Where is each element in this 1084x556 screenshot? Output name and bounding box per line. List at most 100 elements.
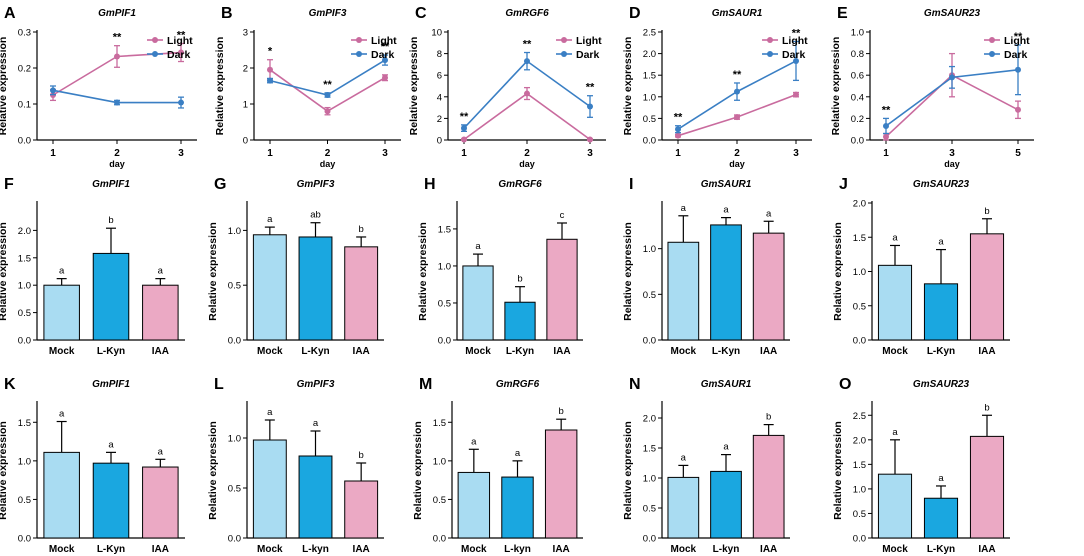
x-axis-label: day — [320, 159, 336, 169]
bar-iaa — [544, 429, 578, 539]
bar-l-kyn — [923, 283, 959, 341]
bar-iaa — [142, 466, 179, 539]
x-tick-label: L-kyn — [302, 544, 329, 555]
significance-label: a — [313, 418, 319, 429]
y-tick-label: 0.5 — [643, 114, 656, 125]
bar-l-kyn — [923, 497, 959, 539]
y-tick-label: 1.0 — [18, 281, 31, 292]
significance-label: b — [359, 224, 364, 235]
series-line-light — [463, 92, 591, 141]
bar-mock — [252, 234, 287, 341]
data-point-light — [114, 53, 120, 60]
legend-entry-light: Light — [576, 35, 602, 47]
chart-title: GmPIF3 — [297, 379, 335, 390]
y-tick-label: 0.0 — [433, 534, 446, 545]
y-tick-label: 0.6 — [851, 71, 864, 82]
x-tick-label: 1 — [461, 148, 467, 159]
data-point-light — [524, 90, 530, 97]
x-tick-label: L-Kyn — [97, 346, 125, 357]
bar-iaa — [344, 480, 379, 539]
chart-title: GmPIF1 — [92, 179, 130, 190]
x-axis-label: day — [109, 159, 125, 169]
data-point-light — [675, 132, 681, 139]
y-tick-label: 1.0 — [643, 244, 656, 255]
y-tick-label: 1 — [243, 100, 248, 111]
y-tick-label: 0.5 — [433, 495, 446, 506]
y-tick-label: 0.0 — [438, 336, 451, 347]
data-point-dark — [1015, 66, 1021, 73]
legend-marker — [767, 37, 773, 43]
x-tick-label: L-Kyn — [97, 544, 125, 555]
chart-title: GmPIF3 — [309, 8, 347, 19]
data-point-dark — [883, 122, 889, 129]
bar-mock — [877, 264, 913, 341]
data-point-dark — [524, 58, 530, 65]
bar-mock — [667, 241, 700, 341]
y-tick-label: 0.5 — [853, 509, 866, 520]
significance-label: ** — [882, 104, 891, 116]
panel-letter: M — [419, 376, 432, 393]
legend-entry-dark: Dark — [167, 49, 191, 61]
bar-mock — [43, 284, 80, 341]
panel-letter: D — [629, 5, 641, 22]
significance-label: b — [359, 450, 364, 461]
data-point-light — [461, 136, 467, 143]
panel-letter: I — [629, 176, 633, 193]
x-tick-label: 3 — [587, 148, 593, 159]
chart-title: GmPIF1 — [92, 379, 130, 390]
legend-entry-light: Light — [782, 35, 808, 47]
significance-label: a — [515, 448, 521, 459]
panel-letter: K — [4, 376, 16, 393]
x-tick-label: 3 — [382, 148, 388, 159]
y-axis-label: Relative expression — [207, 421, 219, 520]
y-tick-label: 0.8 — [851, 49, 864, 60]
x-tick-label: IAA — [152, 346, 169, 357]
y-tick-label: 4 — [437, 92, 442, 103]
x-tick-label: 2 — [524, 148, 530, 159]
y-axis-label: Relative expression — [417, 222, 429, 321]
significance-label: b — [559, 406, 564, 417]
y-tick-label: 0.0 — [643, 336, 656, 347]
significance-label: a — [158, 266, 164, 277]
x-tick-label: Mock — [465, 346, 491, 357]
x-tick-label: L-Kyn — [927, 544, 955, 555]
x-tick-label: IAA — [152, 544, 169, 555]
panel-letter: C — [415, 5, 427, 22]
x-tick-label: IAA — [978, 544, 995, 555]
chart-title: GmRGF6 — [505, 8, 549, 19]
x-tick-label: Mock — [49, 346, 75, 357]
y-axis-label: Relative expression — [214, 37, 226, 136]
bar-l-kyn — [298, 236, 333, 341]
y-tick-label: 2.0 — [18, 226, 31, 237]
y-tick-label: 0.0 — [18, 336, 31, 347]
significance-label: a — [681, 452, 687, 463]
bar-iaa — [546, 238, 578, 341]
bar-chart-panel-f: F GmPIF1 0.0 0.5 1.0 1.5 2.0 Relative expressio… — [0, 176, 185, 357]
data-point-dark — [50, 87, 56, 94]
legend-entry-dark: Dark — [371, 49, 395, 61]
data-point-dark — [114, 99, 120, 106]
y-tick-label: 0.5 — [228, 281, 241, 292]
y-tick-label: 0.5 — [643, 504, 656, 515]
x-tick-label: Mock — [461, 544, 487, 555]
data-point-dark — [587, 103, 593, 110]
y-tick-label: 0.0 — [643, 534, 656, 545]
y-tick-label: 1.0 — [643, 92, 656, 103]
bar-l-kyn — [710, 224, 742, 341]
significance-label: c — [560, 210, 565, 221]
significance-label: b — [984, 402, 989, 413]
data-point-dark — [461, 125, 467, 132]
x-axis-label: day — [729, 159, 745, 169]
y-tick-label: 0.0 — [228, 336, 241, 347]
data-point-dark — [267, 77, 273, 84]
y-tick-label: 1.0 — [853, 484, 866, 495]
significance-label: a — [471, 436, 477, 447]
data-point-dark — [734, 88, 740, 95]
significance-label: ** — [733, 69, 742, 81]
y-tick-label: 1.5 — [853, 460, 866, 471]
y-tick-label: 0.5 — [643, 290, 656, 301]
y-tick-label: 1.5 — [18, 253, 31, 264]
y-axis-label: Relative expression — [0, 421, 9, 520]
bar-iaa — [142, 284, 179, 341]
significance-label: ** — [381, 41, 390, 53]
